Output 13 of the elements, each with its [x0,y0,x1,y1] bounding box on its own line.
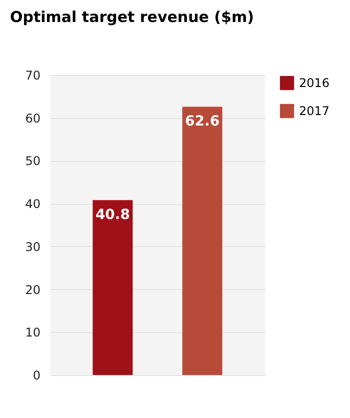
y-tick-label: 70 [25,68,40,82]
y-tick-label: 40 [25,197,40,212]
legend-label: 2017 [299,104,330,118]
legend-label: 2016 [299,76,330,90]
chart-title: Optimal target revenue ($m) [10,8,254,26]
y-tick-label: 20 [25,282,40,297]
y-tick-label: 10 [25,326,40,340]
y-tick-label: 0 [32,368,40,382]
y-tick-label: 30 [25,240,40,254]
data-label: 40.8 [95,207,130,224]
y-tick-label: 60 [25,111,40,126]
data-label: 62.6 [185,114,220,130]
y-tick-label: 50 [25,154,40,168]
